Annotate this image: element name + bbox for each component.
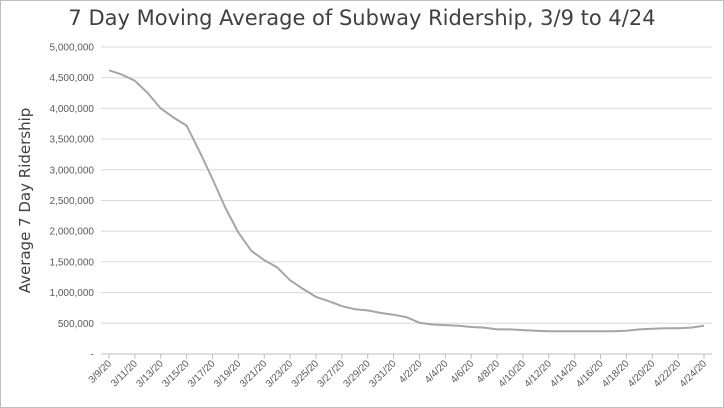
x-tick-label: 4/18/20 [600, 358, 632, 390]
x-tick-label: 3/13/20 [134, 358, 166, 390]
y-tick-label: - [91, 350, 94, 361]
x-tick-label: 3/19/20 [212, 358, 244, 390]
x-tick-label: 3/21/20 [238, 358, 270, 390]
y-tick-label: 3,000,000 [50, 165, 95, 176]
y-tick-label: 5,000,000 [50, 43, 95, 54]
x-tick-label: 3/25/20 [290, 358, 322, 390]
y-tick-label: 3,500,000 [50, 135, 95, 146]
series-line [108, 69, 705, 333]
x-tick-label: 4/4/20 [423, 358, 451, 386]
x-tick-label: 4/2/20 [397, 358, 425, 386]
x-tick-label: 3/17/20 [186, 358, 218, 390]
x-tick-label: 4/22/20 [652, 358, 684, 390]
y-tick-label: 2,500,000 [50, 196, 95, 207]
chart-title: 7 Day Moving Average of Subway Ridership… [68, 6, 656, 30]
x-tick-label: 4/20/20 [626, 358, 658, 390]
x-tick-label: 3/23/20 [264, 358, 296, 390]
y-tick-label: 500,000 [58, 319, 95, 330]
y-axis-label: Average 7 Day Ridership [16, 108, 34, 294]
x-tick-label: 3/11/20 [109, 358, 140, 389]
y-tick-label: 4,500,000 [50, 73, 95, 84]
x-tick-label: 4/14/20 [548, 358, 580, 390]
y-tick-label: 2,000,000 [50, 227, 95, 238]
x-tick-label: 3/31/20 [367, 358, 399, 390]
x-tick-label: 3/29/20 [341, 358, 373, 390]
x-tick-label: 4/16/20 [574, 358, 606, 390]
y-tick-label: 1,500,000 [50, 257, 95, 268]
x-tick-label: 3/27/20 [316, 358, 348, 390]
x-tick-label: 3/15/20 [160, 358, 192, 390]
x-tick-label: 4/12/20 [523, 358, 555, 390]
y-tick-label: 4,000,000 [50, 104, 95, 115]
y-tick-label: 1,000,000 [50, 288, 95, 299]
x-tick-label: 4/24/20 [678, 358, 710, 390]
x-tick-label: 4/6/20 [449, 358, 477, 386]
x-tick-label: 4/10/20 [497, 358, 529, 390]
